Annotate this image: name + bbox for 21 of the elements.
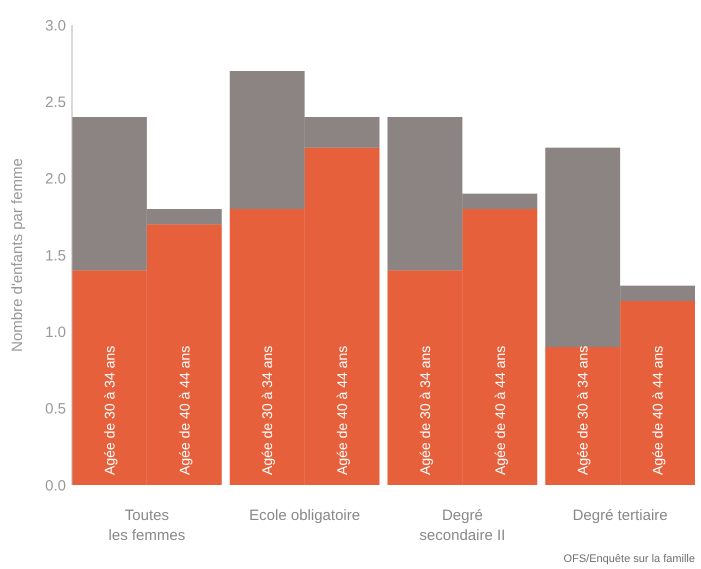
x-tick-label: Agée de 40 à 44 ans bbox=[492, 346, 508, 475]
x-tick-label: Agée de 40 à 44 ans bbox=[176, 346, 192, 475]
x-tick-label: Agée de 40 à 44 ans bbox=[650, 346, 666, 475]
text: Degré tertiaire bbox=[572, 507, 668, 524]
x-tick-label: Agée de 30 à 34 ans bbox=[574, 346, 591, 475]
x-tick-label: Agée de 30 à 34 ans bbox=[416, 346, 433, 475]
y-tick-label: 1.5 bbox=[45, 247, 66, 264]
y-tick-label: 2.5 bbox=[45, 94, 66, 111]
text: OFS/Enquête sur la famille bbox=[564, 553, 695, 565]
x-tick-label: Agée de 30 à 34 ans bbox=[259, 346, 276, 475]
text: Ecole obligatoire bbox=[249, 507, 360, 524]
x-tick-label: Agée de 40 à 44 ans bbox=[334, 346, 350, 475]
y-tick-label: 2.0 bbox=[45, 170, 66, 188]
y-tick-label: 3.0 bbox=[45, 17, 66, 34]
y-tick-label: 1.0 bbox=[45, 324, 66, 341]
x-tick-label: Agée de 30 à 34 ans bbox=[101, 346, 118, 475]
text: Degré secondaire II bbox=[419, 507, 506, 544]
text: Toutes les femmes bbox=[108, 507, 186, 544]
y-axis-title: Nombre d'enfants par femme bbox=[9, 158, 26, 352]
y-tick-label: 0.0 bbox=[45, 477, 66, 494]
y-tick-label: 0.5 bbox=[45, 400, 66, 418]
